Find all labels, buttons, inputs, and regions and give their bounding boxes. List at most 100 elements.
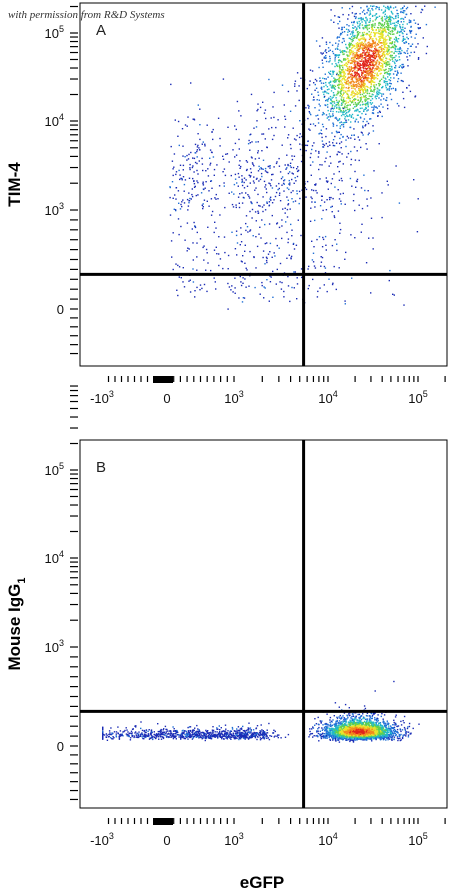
event-dot — [356, 178, 359, 181]
event-dot — [355, 186, 357, 188]
event-dot — [405, 733, 407, 735]
event-dot — [283, 179, 286, 181]
event-dot — [372, 29, 374, 31]
event-dot — [264, 287, 266, 289]
event-dot — [394, 50, 396, 52]
event-dot — [315, 189, 317, 192]
event-dot — [338, 736, 341, 739]
event-dot — [260, 172, 263, 175]
event-dot — [381, 69, 383, 71]
event-dot — [340, 81, 342, 83]
event-dot — [359, 66, 361, 69]
event-dot — [381, 86, 384, 89]
event-dot — [277, 119, 279, 121]
event-dot — [367, 86, 369, 89]
event-dot — [342, 124, 345, 126]
event-dot — [402, 735, 404, 737]
event-dot — [363, 96, 365, 98]
event-dot — [377, 720, 379, 722]
event-dot — [375, 18, 377, 20]
event-dot — [331, 107, 333, 109]
event-dot — [359, 38, 361, 41]
event-dot — [196, 156, 198, 158]
event-dot — [409, 45, 412, 47]
event-dot — [189, 167, 191, 169]
event-dot — [318, 168, 320, 171]
event-dot — [288, 254, 290, 256]
event-dot — [375, 68, 378, 71]
event-dot — [367, 70, 370, 72]
event-dot — [278, 187, 280, 190]
event-dot — [264, 186, 266, 188]
event-dot — [312, 726, 314, 728]
event-dot — [210, 269, 212, 272]
event-dot — [356, 56, 359, 58]
event-dot — [175, 198, 177, 200]
event-dot — [218, 264, 220, 267]
event-dot — [343, 114, 345, 116]
event-dot — [251, 141, 253, 143]
event-dot — [377, 66, 379, 68]
event-dot — [356, 74, 358, 76]
event-dot — [296, 298, 298, 300]
event-dot — [337, 86, 340, 88]
event-dot — [296, 90, 298, 92]
event-dot — [266, 242, 268, 244]
event-dot — [192, 242, 194, 244]
event-dot — [364, 725, 367, 727]
event-dot — [330, 196, 332, 199]
event-dot — [349, 53, 352, 56]
event-dot — [370, 712, 373, 715]
event-dot — [354, 17, 357, 20]
event-dot — [371, 715, 373, 718]
event-dot — [363, 739, 365, 741]
event-dot — [341, 26, 343, 29]
event-dot — [339, 20, 341, 23]
event-dot — [352, 54, 354, 56]
event-dot — [396, 59, 399, 61]
event-dot — [323, 265, 326, 268]
event-dot — [399, 46, 401, 49]
event-dot — [398, 48, 401, 51]
event-dot — [385, 57, 387, 59]
event-dot — [345, 145, 347, 148]
event-dot — [329, 724, 331, 726]
event-dot — [270, 199, 272, 201]
event-dot — [292, 173, 294, 175]
event-dot — [263, 297, 265, 299]
event-dot — [338, 736, 341, 738]
event-dot — [376, 6, 378, 8]
event-dot — [337, 23, 339, 25]
event-dot — [396, 731, 398, 734]
event-dot — [338, 80, 341, 82]
event-dot — [282, 208, 284, 210]
event-dot — [322, 735, 324, 738]
event-dot — [395, 38, 398, 41]
event-dot — [365, 56, 367, 58]
event-dot — [314, 107, 316, 109]
event-dot — [386, 58, 388, 60]
event-dot — [328, 88, 330, 90]
event-dot — [345, 139, 347, 141]
event-dot — [259, 178, 262, 181]
event-dot — [357, 96, 359, 98]
event-dot — [291, 235, 293, 237]
event-dot — [231, 203, 234, 206]
event-dot — [380, 738, 382, 740]
event-dot — [309, 69, 312, 71]
event-dot — [393, 38, 396, 40]
event-dot — [269, 167, 271, 169]
event-dot — [376, 721, 378, 723]
event-dot — [344, 59, 346, 61]
event-dot — [417, 198, 419, 200]
event-dot — [401, 17, 403, 20]
event-dot — [281, 225, 283, 227]
event-dot — [348, 44, 350, 46]
event-dot — [232, 206, 235, 208]
event-dot — [187, 209, 189, 211]
event-dot — [384, 29, 386, 31]
event-dot — [349, 7, 351, 10]
event-dot — [377, 66, 379, 69]
event-dot — [238, 176, 240, 178]
event-dot — [376, 78, 379, 80]
